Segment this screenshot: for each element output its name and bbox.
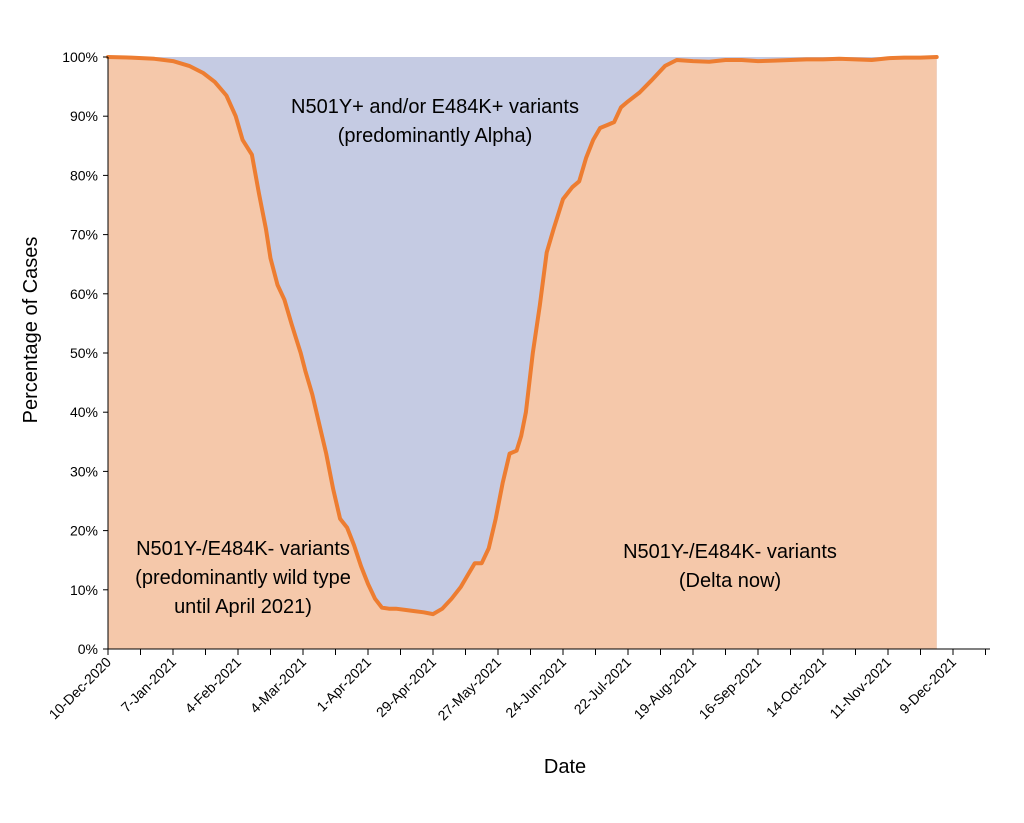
- y-axis-title: Percentage of Cases: [20, 237, 42, 424]
- y-tick-label: 20%: [70, 523, 98, 539]
- y-ticks: 0% 10% 20% 30% 40% 50% 60% 70% 80% 90% 100%: [62, 49, 108, 657]
- annotation-lower-left-line: N501Y-/E484K- variants: [136, 538, 350, 560]
- annotation-lower-right-line: N501Y-/E484K- variants: [623, 541, 837, 563]
- x-axis-title: Date: [544, 756, 586, 778]
- y-tick-label: 100%: [62, 49, 98, 65]
- annotation-lower-left-line: (predominantly wild type: [135, 567, 351, 589]
- y-tick-label: 0%: [78, 641, 98, 657]
- y-tick-label: 50%: [70, 345, 98, 361]
- y-tick-label: 10%: [70, 582, 98, 598]
- lower-area: [108, 57, 937, 649]
- annotation-upper-line: N501Y+ and/or E484K+ variants: [291, 96, 579, 118]
- annotation-upper-line: (predominantly Alpha): [338, 125, 533, 147]
- y-tick-label: 30%: [70, 463, 98, 479]
- y-tick-label: 60%: [70, 286, 98, 302]
- annotation-lower-right-line: (Delta now): [679, 570, 781, 592]
- y-tick-label: 40%: [70, 404, 98, 420]
- series-line: [106, 55, 939, 617]
- annotations: N501Y+ and/or E484K+ variants (predominan…: [135, 96, 837, 618]
- annotation-lower-left-line: until April 2021): [174, 596, 312, 618]
- y-tick-label: 70%: [70, 227, 98, 243]
- y-tick-label: 90%: [70, 108, 98, 124]
- y-tick-label: 80%: [70, 167, 98, 183]
- plot-area: [106, 55, 939, 649]
